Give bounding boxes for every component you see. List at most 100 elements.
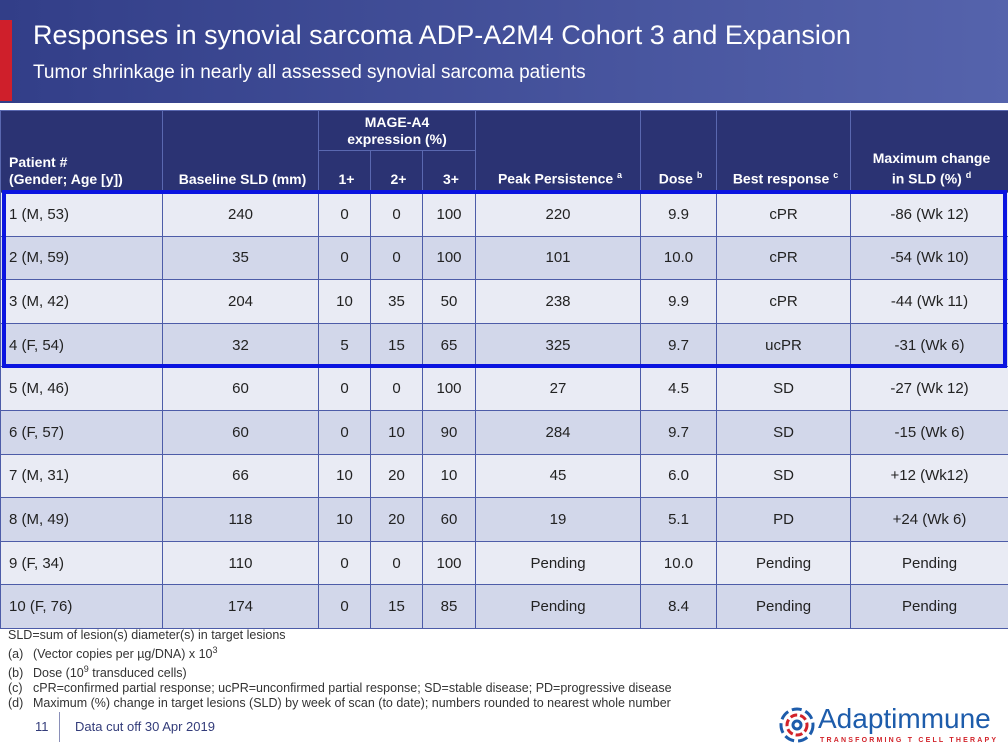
header-text: MAGE-A4 xyxy=(364,113,430,130)
footnote: (b) Dose (109 transduced cells) xyxy=(8,662,672,681)
cell: 204 xyxy=(162,279,319,324)
cell: SD xyxy=(716,453,852,499)
cell: 20 xyxy=(370,497,423,542)
cell: 238 xyxy=(475,279,642,324)
cell: 0 xyxy=(370,366,423,411)
cell: 0 xyxy=(318,192,371,237)
footnote-text: cPR=confirmed partial response; ucPR=unc… xyxy=(33,681,672,696)
cell: 1 (M, 53) xyxy=(0,192,163,237)
results-table: Patient # (Gender; Age [y]) Baseline SLD (… xyxy=(0,110,1008,629)
data-row: 4 (F, 54) 32 5 15 65 325 9.7 ucPR -31 (Wk 6) xyxy=(0,322,1008,368)
footnote-text: Dose (10 xyxy=(33,666,84,681)
header-row: Patient # (Gender; Age [y]) Baseline SLD (… xyxy=(0,110,1008,193)
cell: 118 xyxy=(162,497,319,542)
cell: -86 (Wk 12) xyxy=(850,192,1008,237)
header-text: Best response xyxy=(732,171,830,187)
cell: 19 xyxy=(475,497,642,542)
cell: 4 (F, 54) xyxy=(0,322,163,368)
cell: -15 (Wk 6) xyxy=(850,409,1008,455)
footnote: SLD=sum of lesion(s) diameter(s) in targ… xyxy=(8,628,672,643)
cell: 9.7 xyxy=(640,409,718,455)
cell: 20 xyxy=(370,453,423,499)
cell: 4.5 xyxy=(640,366,718,411)
footer-divider xyxy=(59,712,60,742)
footnote-text: SLD=sum of lesion(s) diameter(s) in targ… xyxy=(8,628,286,642)
superscript: c xyxy=(833,170,839,181)
cell: -44 (Wk 11) xyxy=(850,279,1008,324)
cell: 9.7 xyxy=(640,322,718,368)
header-text: (Gender; Age [y]) xyxy=(9,171,123,187)
cell: 284 xyxy=(475,409,642,455)
cell: -27 (Wk 12) xyxy=(850,366,1008,411)
cell: 6.0 xyxy=(640,453,718,499)
cell: 0 xyxy=(370,235,423,281)
header-text: Patient # xyxy=(9,154,68,170)
cell: 60 xyxy=(162,366,319,411)
cell: 10.0 xyxy=(640,540,718,586)
footnote-text: transduced cells) xyxy=(88,666,187,681)
data-row: 10 (F, 76) 174 0 15 85 Pending 8.4 Pending Pendi… xyxy=(0,584,1008,629)
cell: -31 (Wk 6) xyxy=(850,322,1008,368)
superscript: 3 xyxy=(212,645,218,655)
cell: 15 xyxy=(370,584,423,629)
cell: cPR xyxy=(716,235,852,281)
cell: 10 xyxy=(318,453,371,499)
cell: 0 xyxy=(370,192,423,237)
cell: 45 xyxy=(475,453,642,499)
cell: 0 xyxy=(318,235,371,281)
header-text: 3+ xyxy=(443,171,459,187)
footnote-text: (Vector copies per µg/DNA) x 10 xyxy=(33,647,213,662)
data-row: 5 (M, 46) 60 0 0 100 27 4.5 SD -27 (Wk 12) xyxy=(0,366,1008,411)
column-header: Peak Persistence a xyxy=(475,110,642,193)
cell: 110 xyxy=(162,540,319,586)
header-text: Peak Persistence xyxy=(497,171,614,187)
page-number: 11 xyxy=(35,719,49,734)
cell: 220 xyxy=(475,192,642,237)
data-row: 3 (M, 42) 204 10 35 50 238 9.9 cPR -44 (Wk 11) xyxy=(0,279,1008,324)
cell: -54 (Wk 10) xyxy=(850,235,1008,281)
cell: 0 xyxy=(318,584,371,629)
data-row: 8 (M, 49) 118 10 20 60 19 5.1 PD +24 (Wk 6) xyxy=(0,497,1008,542)
cell: PD xyxy=(716,497,852,542)
cell: 9.9 xyxy=(640,192,718,237)
cell: 32 xyxy=(162,322,319,368)
logo-text: Adaptimmune xyxy=(818,703,991,734)
column-header: 2+ xyxy=(370,150,423,193)
footnote-label: (b) xyxy=(8,666,24,681)
footnote: (c) cPR=confirmed partial response; ucPR=… xyxy=(8,681,672,696)
cell: 7 (M, 31) xyxy=(0,453,163,499)
cell: 8.4 xyxy=(640,584,718,629)
cell: 0 xyxy=(318,409,371,455)
cell: 0 xyxy=(318,366,371,411)
cell: 10 (F, 76) xyxy=(0,584,163,629)
footnote-label: (a) xyxy=(8,647,24,662)
group-header: MAGE-A4 expression (%) xyxy=(317,110,477,151)
superscript: 9 xyxy=(83,664,89,675)
cell: cPR xyxy=(716,279,852,324)
cell: 65 xyxy=(421,322,477,368)
cell: Pending xyxy=(475,584,642,629)
footnote-label: (d) xyxy=(8,696,24,711)
cell: 174 xyxy=(162,584,319,629)
column-header: Baseline SLD (mm) xyxy=(162,110,319,193)
header-row: 1+ 2+ 3+ xyxy=(1,150,1008,193)
data-row: 6 (F, 57) 60 0 10 90 284 9.7 SD -15 (Wk 6) xyxy=(0,409,1008,455)
column-header: Dose b xyxy=(640,110,718,193)
title: Responses in synovial sarcoma ADP-A2M4 C… xyxy=(33,20,851,50)
cell: 10 xyxy=(318,497,371,542)
cell: 9.9 xyxy=(640,279,718,324)
cell: SD xyxy=(716,366,852,411)
cell: 100 xyxy=(421,366,477,411)
accent-bar xyxy=(0,20,12,101)
cell: 0 xyxy=(318,540,371,586)
cell: 2 (M, 59) xyxy=(0,235,163,281)
cell: 5 xyxy=(318,322,371,368)
data-row: 9 (F, 34) 110 0 0 100 Pending 10.0 Pending Pendi… xyxy=(0,540,1008,586)
cell: 27 xyxy=(475,366,642,411)
cell: 85 xyxy=(421,584,477,629)
header-text: expression (%) xyxy=(347,130,447,147)
column-header: Maximum change in SLD (%) d xyxy=(850,110,1008,193)
cell: +12 (Wk12) xyxy=(850,453,1008,499)
cell: 6 (F, 57) xyxy=(0,409,163,455)
